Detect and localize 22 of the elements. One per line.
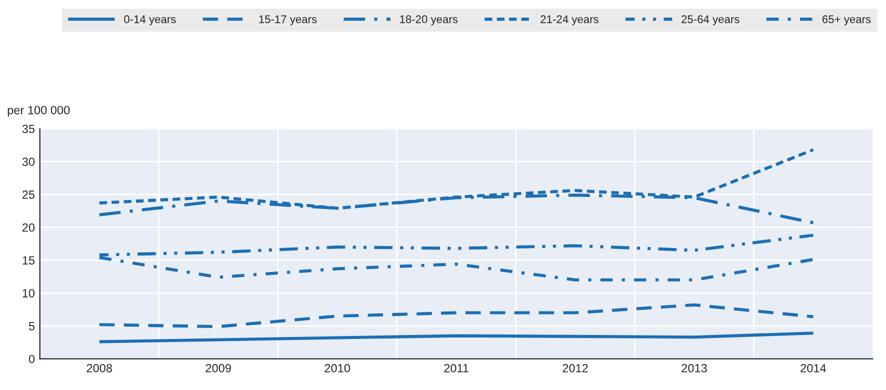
y-axis-title: per 100 000 <box>8 106 70 117</box>
x-tick-label: 2011 <box>444 364 468 372</box>
legend-label: 65+ years <box>822 15 871 26</box>
legend-label: 25-64 years <box>682 15 740 26</box>
x-tick-label: 2014 <box>800 364 826 372</box>
legend-label: 18-20 years <box>400 15 458 26</box>
y-tick-label: 30 <box>22 158 35 166</box>
y-tick-label: 20 <box>22 223 35 232</box>
y-tick-label: 35 <box>22 124 35 134</box>
y-tick-label: 0 <box>28 354 35 364</box>
y-tick-label: 25 <box>22 190 35 199</box>
x-tick-label: 2012 <box>562 364 588 372</box>
y-tick-label: 5 <box>28 322 35 330</box>
x-tick-label: 2008 <box>86 364 112 372</box>
x-tick-label: 2010 <box>324 364 350 372</box>
legend-label: 0-14 years <box>124 15 176 26</box>
y-tick-label: 15 <box>22 256 35 265</box>
y-tick-label: 10 <box>22 289 35 298</box>
legend-label: 21-24 years <box>540 15 598 26</box>
x-tick-label: 2013 <box>682 364 707 372</box>
legend-label: 15-17 years <box>259 15 317 26</box>
x-tick-label: 2009 <box>206 364 231 372</box>
